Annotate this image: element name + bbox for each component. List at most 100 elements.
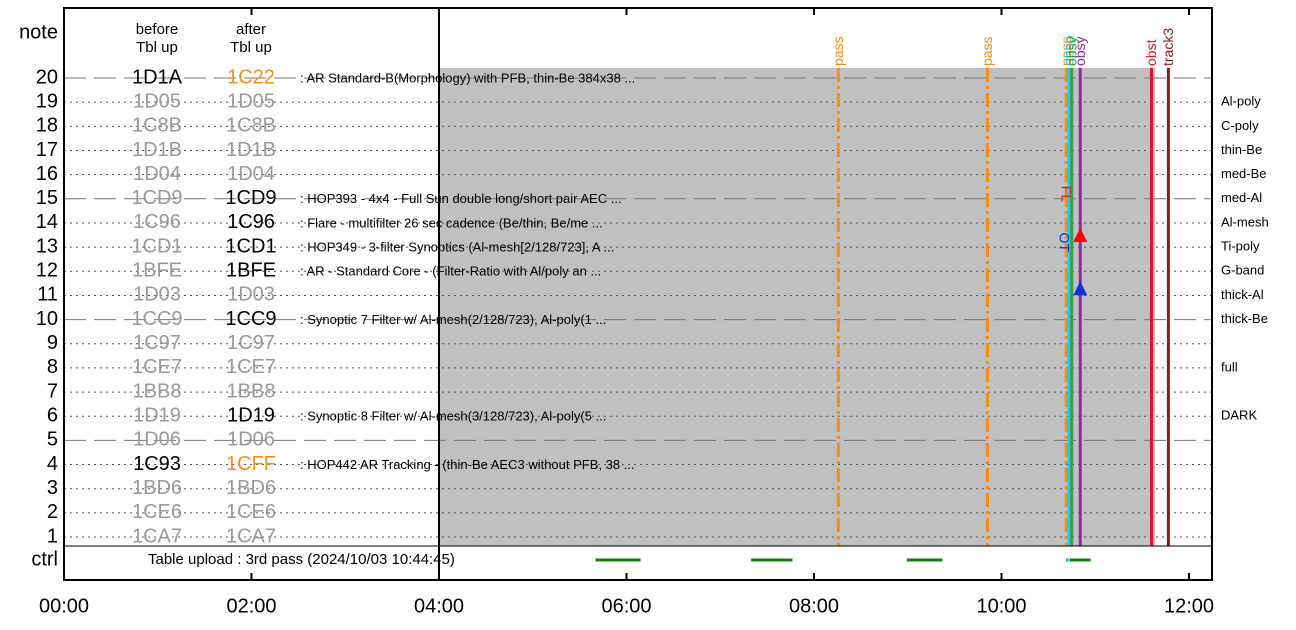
row-number: 6 — [47, 405, 58, 427]
table-description: : Flare - multifilter 26 sec cadence (Be… — [300, 215, 603, 230]
event-label: obsp — [1061, 35, 1077, 66]
filter-label: thick-Al — [1221, 287, 1264, 302]
after-code: 1C8B — [226, 115, 276, 137]
row-number: 12 — [36, 260, 58, 282]
before-code: 1CD9 — [131, 187, 182, 209]
filter-label: med-Be — [1221, 166, 1267, 181]
event-label: obsy — [1072, 36, 1088, 66]
before-code: 1C97 — [133, 332, 181, 354]
after-code: 1D03 — [227, 284, 275, 306]
row-number: 8 — [47, 356, 58, 378]
table-description: : Synoptic 7 Filter w/ Al-mesh(2/128/723… — [300, 312, 606, 327]
before-code: 1BD6 — [132, 477, 182, 499]
before-code: 1C8B — [132, 115, 182, 137]
table-description: : AR Standard-B(Morphology) with PFB, th… — [300, 70, 635, 85]
before-code: 1BB8 — [133, 380, 182, 402]
after-code: 1C96 — [227, 211, 275, 233]
active-region — [439, 68, 1156, 546]
x-tick-label: 00:00 — [39, 595, 89, 617]
after-header: Tbl up — [230, 39, 272, 56]
row-number: 16 — [36, 163, 58, 185]
annotation: FL — [1059, 186, 1075, 203]
x-tick-label: 08:00 — [789, 595, 839, 617]
annotation: OT — [1057, 233, 1073, 253]
before-code: 1BFE — [132, 260, 182, 282]
after-code: 1BFE — [226, 260, 276, 282]
filter-label: Al-poly — [1221, 94, 1261, 109]
filter-label: G-band — [1221, 263, 1264, 278]
filter-label: thick-Be — [1221, 311, 1268, 326]
row-number: 7 — [47, 380, 58, 402]
table-description: : HOP393 - 4x4 - Full Sun double long/sh… — [300, 191, 622, 206]
x-tick-label: 10:00 — [976, 595, 1026, 617]
event-label: obst — [1143, 39, 1159, 66]
before-code: 1D03 — [133, 284, 181, 306]
before-code: 1C93 — [133, 453, 181, 475]
row-number: 4 — [47, 453, 58, 475]
row-number: 5 — [47, 429, 58, 451]
after-code: 1CC9 — [225, 308, 276, 330]
before-code: 1D1A — [132, 66, 183, 88]
after-code: 1D1B — [226, 139, 276, 161]
event-label: pass — [979, 36, 995, 66]
after-code: 1CD9 — [225, 187, 276, 209]
before-code: 1D05 — [133, 90, 181, 112]
before-code: 1CE6 — [132, 501, 182, 523]
after-code: 1C97 — [227, 332, 275, 354]
table-description: : HOP349 - 3-filter Synoptics (Al-mesh[2… — [300, 240, 614, 255]
filter-label: thin-Be — [1221, 142, 1262, 157]
row-number: 19 — [36, 90, 58, 112]
row-number: 10 — [36, 308, 58, 330]
after-code: 1CD1 — [225, 235, 276, 257]
ctrl-text: Table upload : 3rd pass (2024/10/03 10:4… — [148, 551, 455, 568]
x-tick-label: 06:00 — [601, 595, 651, 617]
marker-triangle — [1073, 281, 1088, 296]
before-code: 1CE7 — [132, 356, 182, 378]
before-code: 1D1B — [132, 139, 182, 161]
after-code: 1CA7 — [226, 525, 276, 547]
filter-label: C-poly — [1221, 118, 1259, 133]
before-code: 1CC9 — [131, 308, 182, 330]
table-description: : AR - Standard Core - (Filter-Ratio wit… — [300, 264, 601, 279]
row-number: 18 — [36, 115, 58, 137]
after-code: 1CFF — [226, 453, 276, 475]
row-number: 15 — [36, 187, 58, 209]
row-number: 3 — [47, 477, 58, 499]
x-tick-label: 04:00 — [414, 595, 464, 617]
row-number: 1 — [47, 525, 58, 547]
x-tick-label: 02:00 — [226, 595, 276, 617]
filter-label: DARK — [1221, 408, 1257, 423]
before-code: 1CD1 — [131, 235, 182, 257]
after-code: 1C22 — [227, 66, 275, 88]
after-code: 1CE6 — [226, 501, 276, 523]
before-code: 1D19 — [133, 405, 181, 427]
table-description: : Synoptic 8 Filter w/ Al-mesh(3/128/723… — [300, 409, 606, 424]
after-code: 1CE7 — [226, 356, 276, 378]
event-label: track3 — [1160, 28, 1176, 66]
table-description: : HOP442 AR Tracking - (thin-Be AEC3 wit… — [300, 457, 635, 472]
before-code: 1D06 — [133, 429, 181, 451]
row-number: 11 — [37, 284, 58, 306]
after-code: 1D06 — [227, 429, 275, 451]
ctrl-label: ctrl — [31, 548, 58, 570]
after-code: 1BD6 — [226, 477, 276, 499]
filter-label: full — [1221, 359, 1238, 374]
row-number: 2 — [47, 501, 58, 523]
after-code: 1BB8 — [227, 380, 276, 402]
marker-triangle — [1073, 228, 1088, 243]
after-code: 1D04 — [227, 163, 275, 185]
filter-label: med-Al — [1221, 190, 1262, 205]
event-label: pass — [830, 36, 846, 66]
filter-label: Al-mesh — [1221, 214, 1269, 229]
row-number: 20 — [36, 66, 58, 88]
row-number: 17 — [36, 139, 58, 161]
before-code: 1D04 — [133, 163, 181, 185]
after-header: after — [236, 21, 266, 38]
after-code: 1D19 — [227, 405, 275, 427]
before-code: 1CA7 — [132, 525, 182, 547]
row-number: 9 — [47, 332, 58, 354]
after-code: 1D05 — [227, 90, 275, 112]
before-header: before — [136, 21, 179, 38]
before-header: Tbl up — [136, 39, 178, 56]
